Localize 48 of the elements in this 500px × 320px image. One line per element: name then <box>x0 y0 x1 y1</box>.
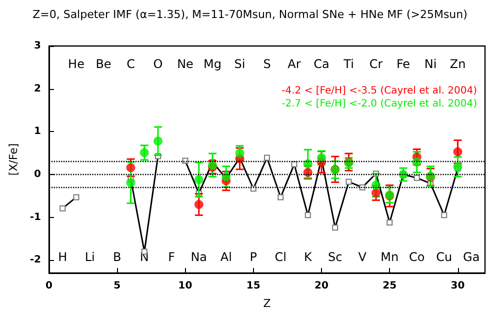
annotation: H <box>58 250 68 264</box>
annotation: Al <box>220 250 232 264</box>
annotation: Si <box>234 57 246 72</box>
x-tick-label: 25 <box>382 280 397 292</box>
annotation: Zn <box>450 57 466 72</box>
chart-title: Z=0, Salpeter IMF (α=1.35), M=11-70Msun, Normal SNe + HNe MF (>25Msun) <box>32 8 468 21</box>
x-tick-label: 5 <box>114 280 121 292</box>
annotation: Cl <box>274 250 286 264</box>
annotation: Ar <box>288 57 301 72</box>
annotation: B <box>113 250 122 264</box>
y-tick-label: -2 <box>30 254 42 266</box>
x-axis-title: Z <box>263 297 272 310</box>
annotation: O <box>153 57 163 72</box>
annotation: Mn <box>380 250 399 264</box>
annotation: Ga <box>463 250 480 264</box>
x-tick-label: 0 <box>46 280 53 292</box>
annotation: Ca <box>314 57 330 72</box>
text: -4.2 < [Fe/H] <-3.5 (Cayrel et al. 2004) <box>282 86 478 96</box>
annotation: Fe <box>396 57 410 72</box>
annotation: C <box>126 57 135 72</box>
x-tick-label: 15 <box>246 280 260 292</box>
annotation: Na <box>190 250 208 264</box>
annotation: Co <box>409 250 425 264</box>
annotation: Li <box>84 250 95 264</box>
annotation: Sc <box>328 250 342 264</box>
x-tick-label: 30 <box>450 280 465 292</box>
text: -2.7 < [Fe/H] <-2.0 (Cayrel et al. 2004) <box>282 98 478 110</box>
y-axis-title: [X/Fe] <box>7 143 20 176</box>
y-tick-label: 2 <box>34 83 42 94</box>
annotation: Ni <box>424 57 437 72</box>
annotation: Cr <box>369 57 383 72</box>
annotation: Ti <box>342 57 354 72</box>
annotation: Mg <box>204 57 222 72</box>
annotation: V <box>358 250 368 264</box>
y-tick-label: -1 <box>30 212 42 223</box>
annotation: F <box>168 250 176 264</box>
y-tick-label: 0 <box>34 168 42 180</box>
y-tick-label: 1 <box>34 126 42 138</box>
annotation: Be <box>96 57 112 72</box>
annotation: Ne <box>177 57 194 72</box>
y-tick-label: 3 <box>34 40 42 52</box>
annotation: P <box>250 250 258 264</box>
annotation: He <box>68 57 84 72</box>
x-tick-label: 20 <box>314 280 328 292</box>
x-tick-label: 10 <box>178 280 192 292</box>
annotation: K <box>304 250 313 264</box>
annotation: Cu <box>436 250 452 264</box>
annotation: S <box>263 57 271 72</box>
